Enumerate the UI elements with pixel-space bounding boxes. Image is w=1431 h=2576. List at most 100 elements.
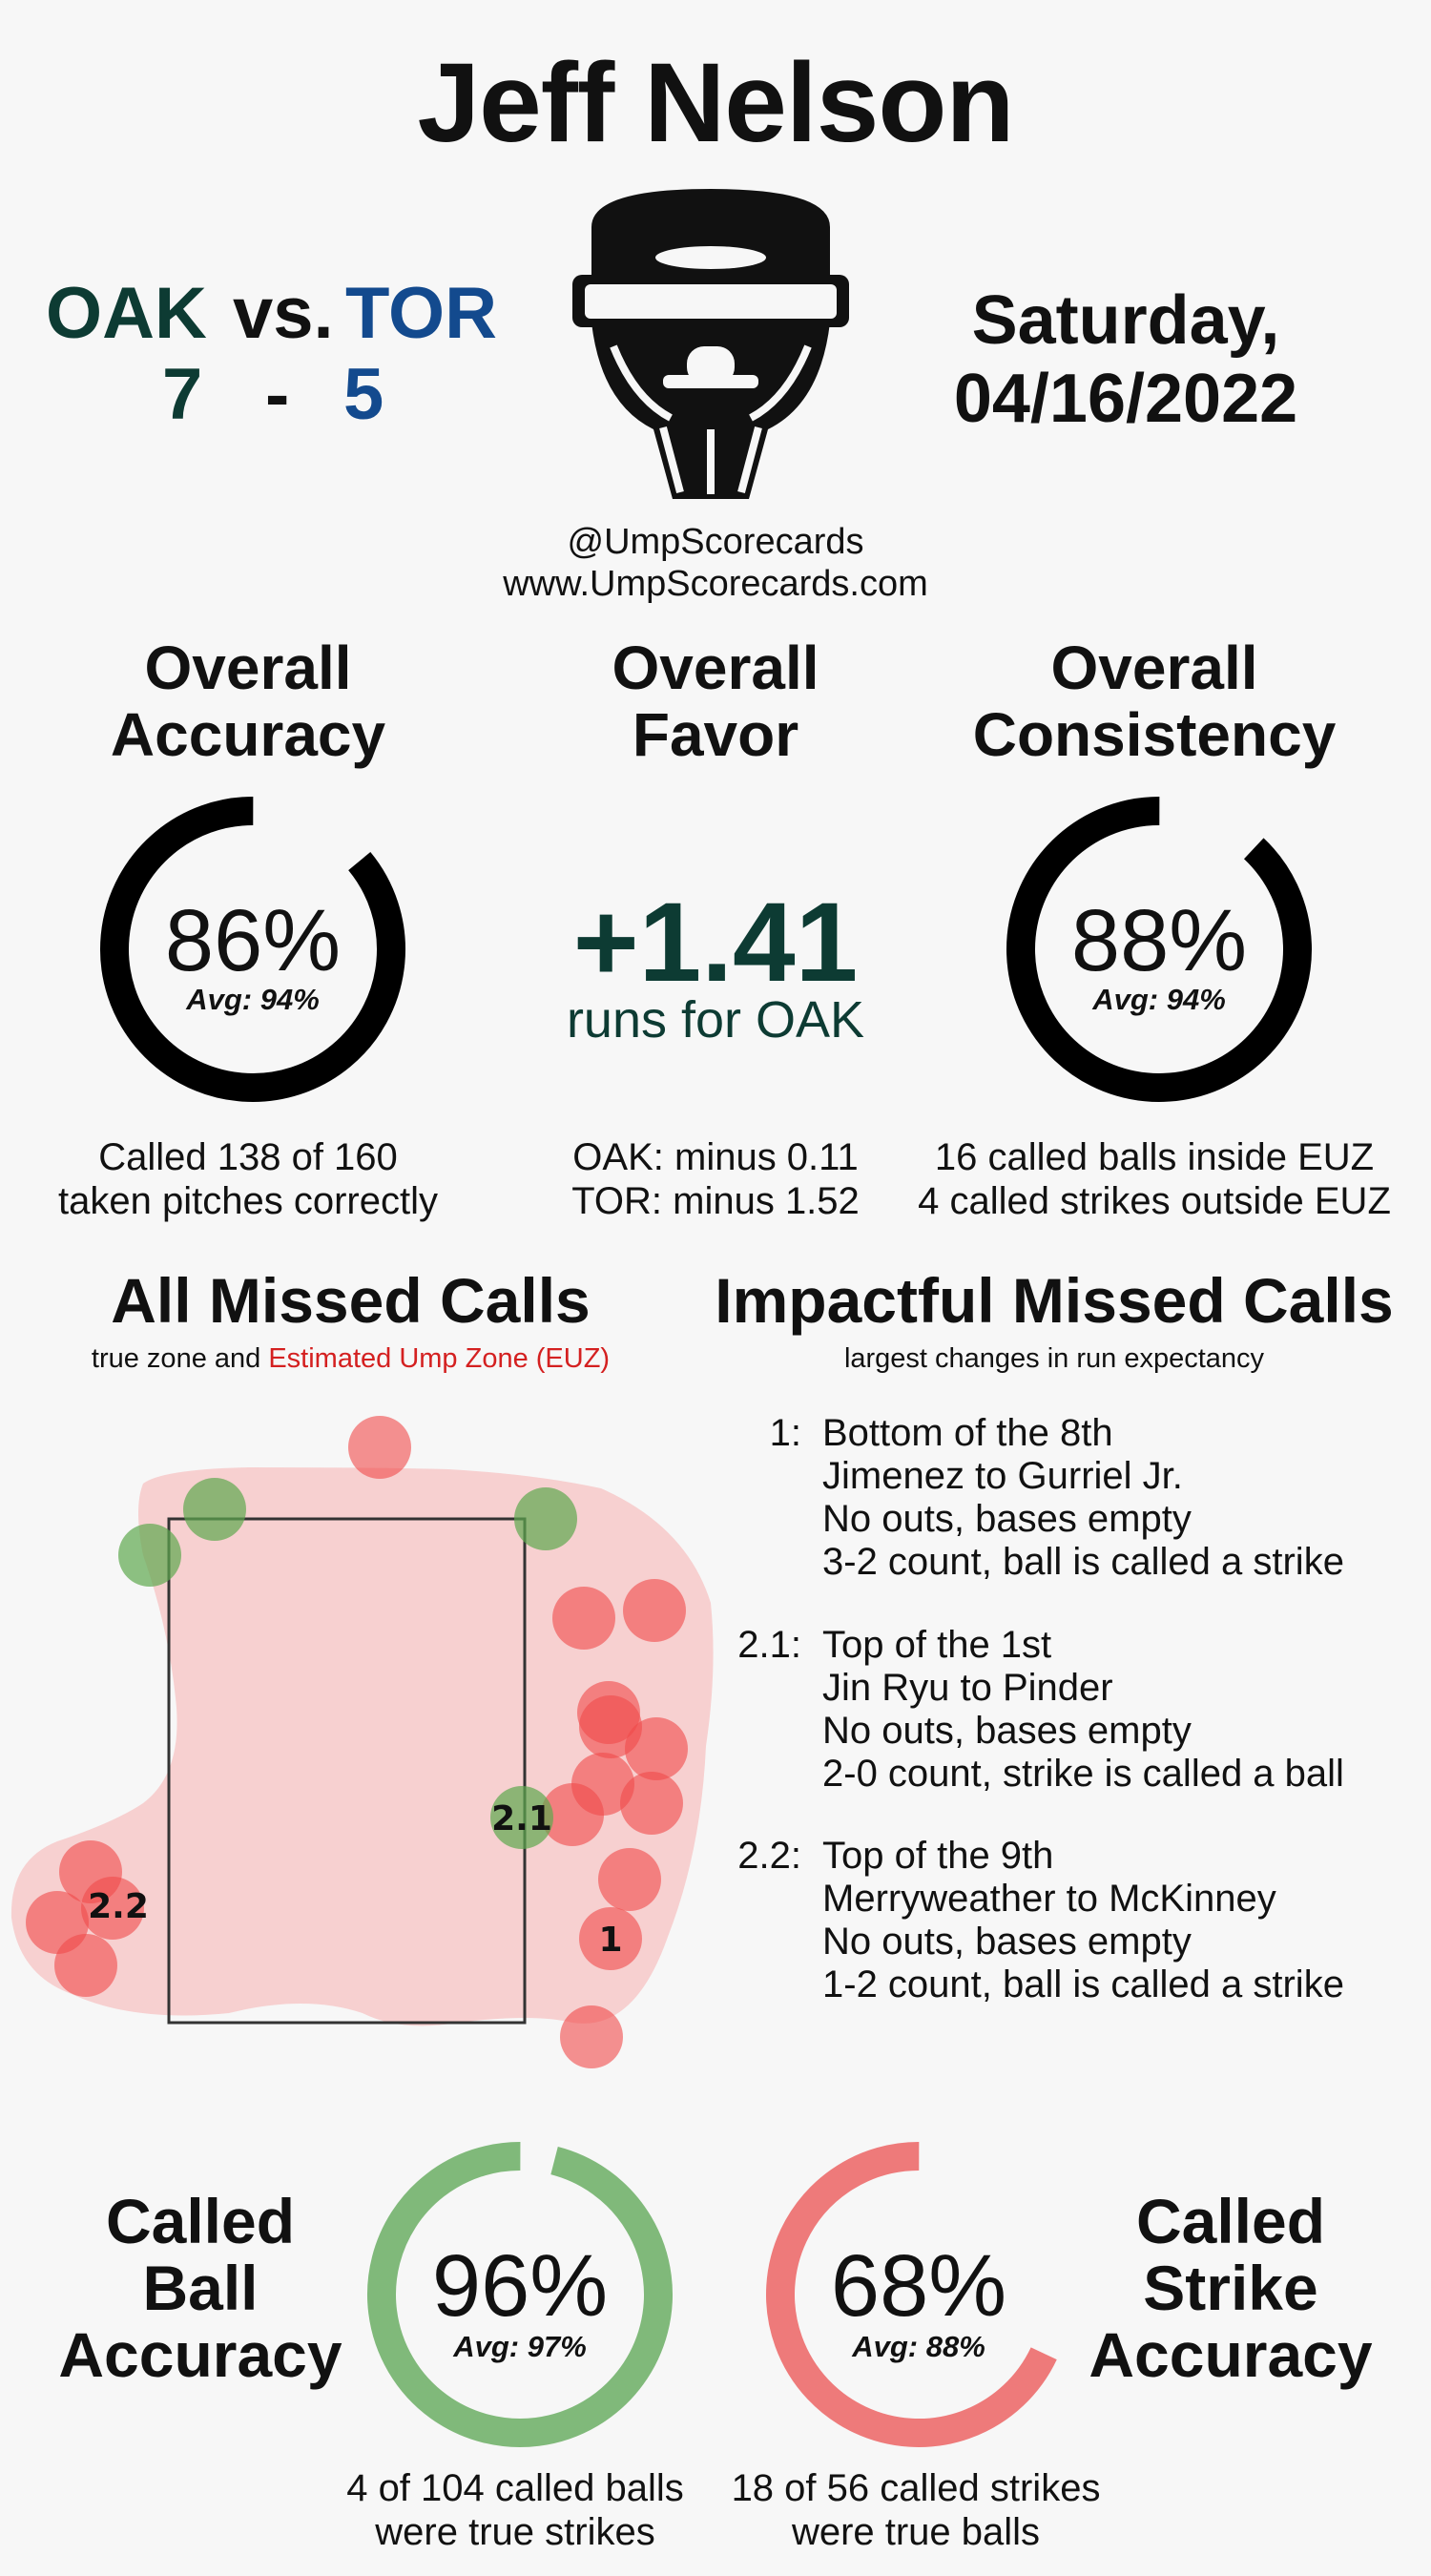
strike-caption-line2: were true balls [791,2511,1041,2553]
consistency-avg: Avg: 94% [1092,983,1226,1016]
accuracy-title: Overall Accuracy [19,634,477,768]
favor-title: Overall Favor [487,634,944,768]
call-2-2-situation: No outs, bases empty [822,1921,1192,1963]
call-1-number: 1: [769,1412,801,1454]
euz-region [10,1467,714,2026]
call-2-1-details: Top of the 1st Jin Ryu to Pinder No outs… [822,1624,1344,1796]
ball-title-line3: Accuracy [58,2319,342,2390]
home-team: TOR [345,273,498,354]
score-dash: - [265,354,290,435]
strike-title-line3: Accuracy [1089,2319,1373,2390]
ball-title-line2: Ball [142,2253,259,2323]
missed-call-point [490,1786,553,1849]
missed-calls-title: All Missed Calls [111,1265,591,1336]
consistency-title: Overall Consistency [916,634,1393,768]
missed-call-point [552,1587,615,1650]
missed-call-point [81,1877,144,1940]
call-2-1-situation: No outs, bases empty [822,1710,1192,1752]
missed-call-point [560,2005,623,2068]
call-2-2-number: 2.2: [737,1835,801,1877]
favor-value: +1.41 [572,880,859,1006]
call-2-2-inning: Top of the 9th [822,1835,1054,1877]
strike-zone [167,1517,527,2025]
consistency-caption-line2: 4 called strikes outside EUZ [918,1180,1391,1222]
game-day: Saturday, [971,282,1280,359]
missed-call-point [623,1579,686,1642]
favor-title-line1: Overall [612,634,819,702]
missed-calls-plot: 1 2.1 2.2 [10,1416,714,2068]
accuracy-title-line2: Accuracy [110,700,386,769]
ball-accuracy-value: 96% [431,2237,609,2335]
consistency-title-line2: Consistency [972,700,1337,769]
ball-caption-line2: were true strikes [375,2511,655,2553]
call-2-1-count: 2-0 count, strike is called a ball [822,1753,1344,1795]
accuracy-caption-line2: taken pitches correctly [58,1180,438,1222]
accuracy-caption: Called 138 of 160 taken pitches correctl… [19,1135,477,1223]
call-2-2-details: Top of the 9th Merryweather to McKinney … [822,1835,1344,2006]
accuracy-value: 86% [164,892,342,989]
website-link[interactable]: www.UmpScorecards.com [503,564,928,604]
strike-accuracy-avg: Avg: 88% [852,2330,985,2363]
missed-call-point [598,1848,661,1911]
umpire-mask-icon [572,189,849,499]
game-date-value: 04/16/2022 [953,361,1298,437]
ball-ring-arc [367,2142,673,2447]
ball-accuracy-caption: 4 of 104 called balls were true strikes [267,2466,763,2554]
away-team: OAK [46,273,207,354]
call-2-1-matchup: Jin Ryu to Pinder [822,1667,1113,1709]
credits: @UmpScorecards www.UmpScorecards.com [0,521,1431,605]
strike-caption-line1: 18 of 56 called strikes [731,2467,1101,2509]
strike-ring-arc [766,2142,1071,2447]
ball-accuracy-title: Called Ball Accuracy [38,2188,363,2388]
call-1-situation: No outs, bases empty [822,1498,1192,1540]
missed-call-point [54,1934,117,1997]
ball-accuracy-ring [367,2142,673,2447]
consistency-caption-line1: 16 called balls inside EUZ [934,1136,1375,1178]
consistency-title-line1: Overall [1050,634,1258,702]
strike-accuracy-title: Called Strike Accuracy [1068,2188,1393,2388]
strike-accuracy-value: 68% [830,2237,1007,2335]
missed-sub-prefix: true zone and [91,1343,261,1374]
ball-caption-line1: 4 of 104 called balls [346,2467,684,2509]
ball-accuracy-avg: Avg: 97% [453,2330,587,2363]
missed-calls-subtitle: true zone and Estimated Ump Zone (EUZ) [0,1343,701,1375]
impactful-subtitle: largest changes in run expectancy [843,1343,1265,1374]
favor-title-line2: Favor [632,700,799,769]
favor-subtitle: runs for OAK [566,991,865,1049]
missed-call-point [118,1524,181,1587]
strike-title-line1: Called [1135,2186,1326,2256]
missed-call-point [579,1907,642,1970]
consistency-value: 88% [1070,892,1248,989]
accuracy-title-line1: Overall [144,634,352,702]
accuracy-avg: Avg: 94% [186,983,320,1016]
call-label-2-1: 2.1 [491,1799,552,1839]
missed-call-point [348,1416,411,1479]
call-1-details: Bottom of the 8th Jimenez to Gurriel Jr.… [822,1412,1344,1584]
missed-call-point [541,1783,604,1846]
call-2-1-inning: Top of the 1st [822,1624,1052,1666]
ball-title-line1: Called [105,2186,296,2256]
strike-accuracy-ring [766,2142,1071,2447]
call-2-1-number: 2.1: [737,1624,801,1666]
missed-call-point [625,1717,688,1780]
call-2-2-matchup: Merryweather to McKinney [822,1878,1276,1920]
game-date: Saturday, 04/16/2022 [878,281,1374,438]
impactful-title: Impactful Missed Calls [715,1265,1394,1336]
favor-caption-line2: TOR: minus 1.52 [571,1180,860,1222]
strike-accuracy-caption: 18 of 56 called strikes were true balls [668,2466,1164,2554]
consistency-caption: 16 called balls inside EUZ 4 called stri… [897,1135,1412,1223]
umpire-name: Jeff Nelson [417,40,1014,166]
consistency-ring [1006,797,1312,1102]
accuracy-ring-arc [100,797,405,1102]
favor-caption-line1: OAK: minus 0.11 [572,1136,859,1178]
call-label-1: 1 [598,1921,622,1960]
strike-title-line2: Strike [1143,2253,1318,2323]
missed-call-point [183,1478,246,1541]
missed-call-point [514,1487,577,1550]
call-1-inning: Bottom of the 8th [822,1412,1113,1454]
accuracy-ring [100,797,405,1102]
accuracy-caption-line1: Called 138 of 160 [98,1136,398,1178]
euz-label: Estimated Ump Zone (EUZ) [268,1343,611,1374]
call-1-count: 3-2 count, ball is called a strike [822,1541,1344,1583]
twitter-handle: @UmpScorecards [567,522,864,562]
